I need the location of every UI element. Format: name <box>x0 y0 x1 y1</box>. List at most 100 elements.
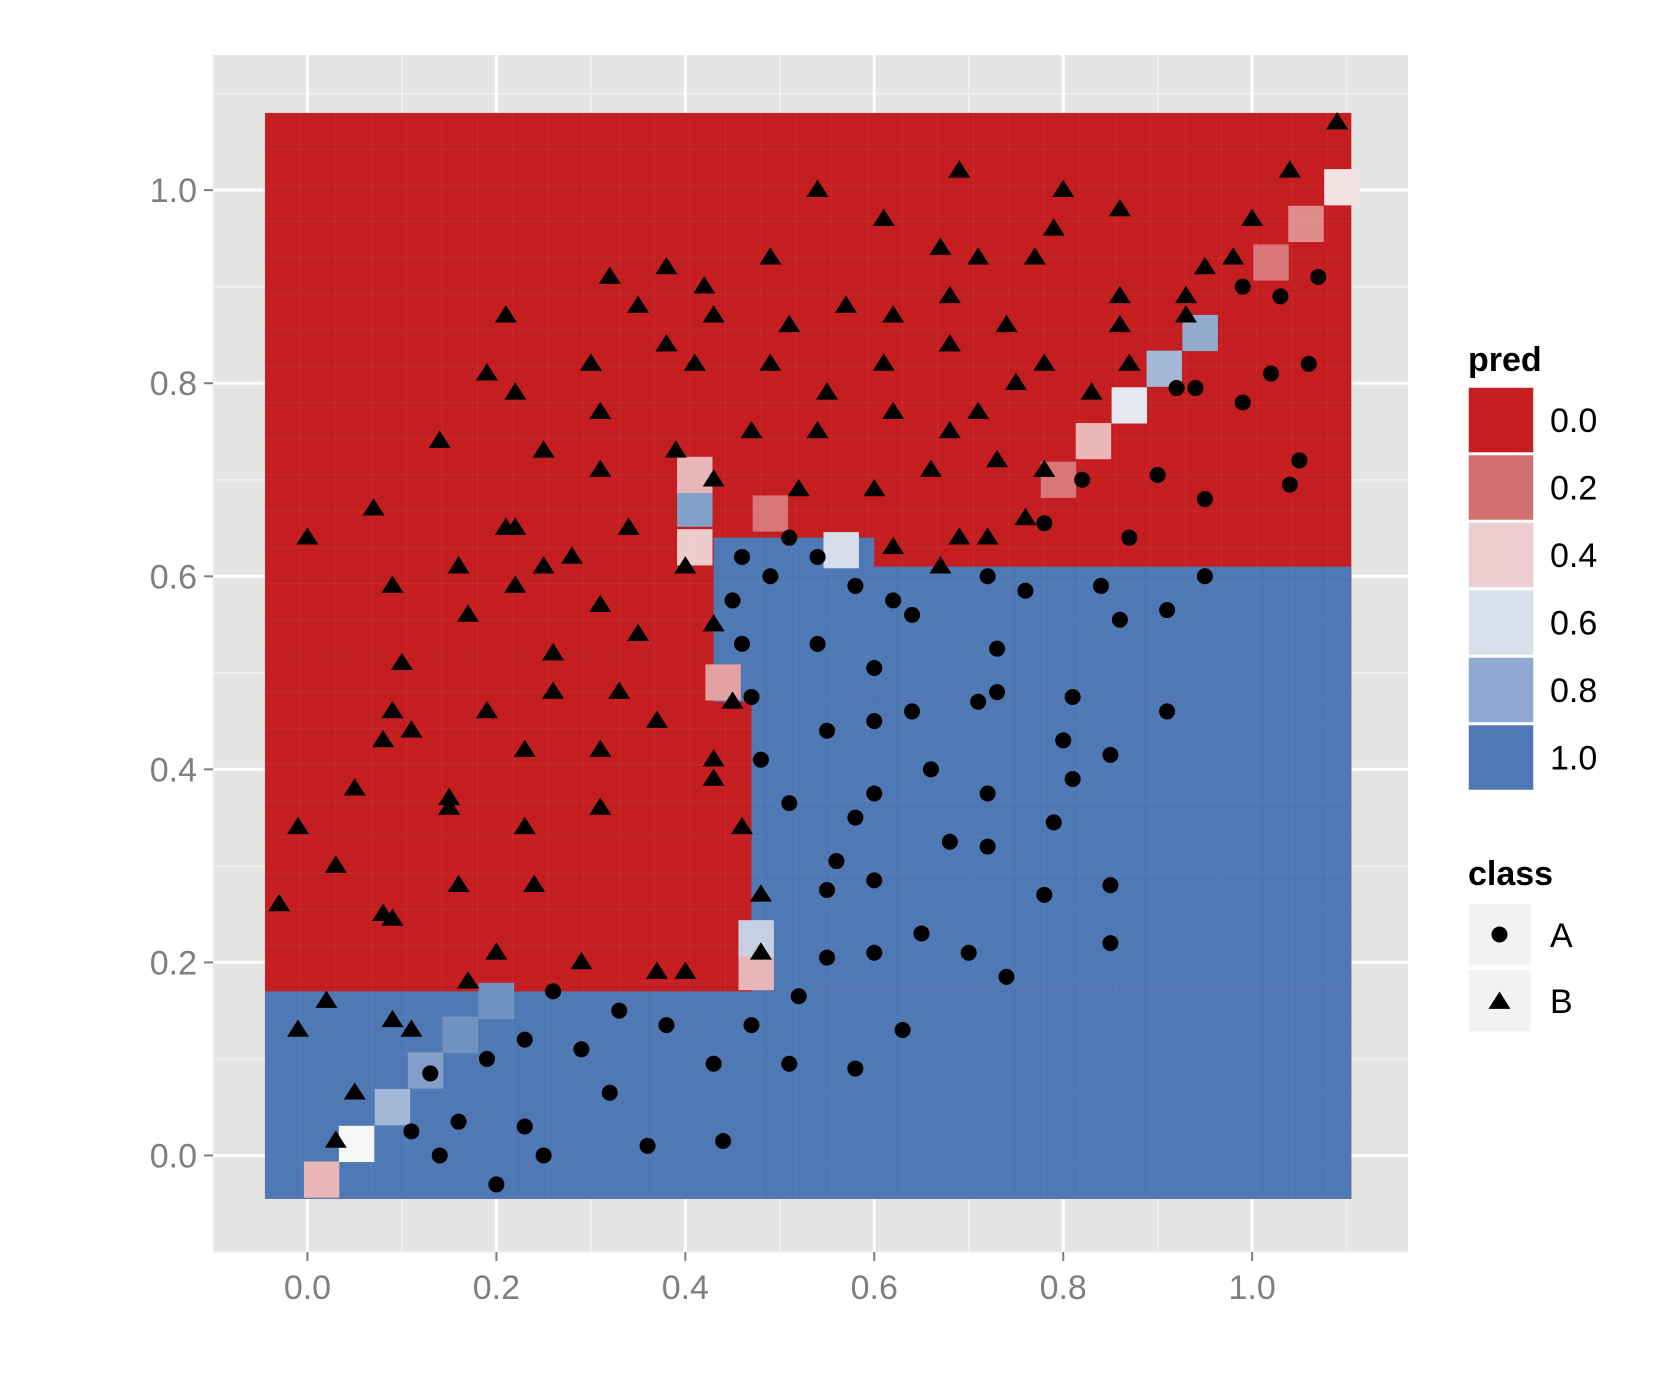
point-class-b <box>948 527 971 545</box>
surface-cell <box>677 490 713 527</box>
point-class-b <box>919 459 942 477</box>
point-class-a <box>1196 568 1213 585</box>
legend-title-pred: pred <box>1468 341 1542 379</box>
point-class-b <box>731 816 754 835</box>
x-tick-label: 0.4 <box>662 1269 709 1307</box>
legend-key-pred <box>1467 453 1535 522</box>
point-class-a <box>734 548 751 565</box>
axes: 0.0 0.2 0.4 0.6 0.8 1.0 0.0 0.2 0.4 0.6 0.8 1.0 <box>150 172 1276 1307</box>
point-class-a <box>1074 471 1091 488</box>
point-class-a <box>979 568 996 585</box>
point-class-b <box>645 710 668 728</box>
point-class-a <box>1102 935 1119 952</box>
point-class-a <box>913 925 930 942</box>
point-class-b <box>362 498 385 516</box>
point-class-b <box>1326 112 1349 130</box>
point-class-a <box>847 577 864 594</box>
surface-cell <box>303 1161 340 1198</box>
point-class-b <box>995 314 1018 333</box>
point-class-b <box>986 449 1009 468</box>
point-class-a <box>516 1031 533 1048</box>
point-class-a <box>1187 380 1204 397</box>
point-class-b <box>513 816 536 835</box>
point-class-a <box>819 722 836 739</box>
point-class-b <box>1033 353 1056 371</box>
point-class-a <box>894 1021 911 1038</box>
point-class-b <box>948 160 971 178</box>
point-class-b <box>513 739 536 757</box>
point-class-a <box>904 703 921 720</box>
point-class-b <box>806 421 829 439</box>
point-class-b <box>863 478 886 497</box>
point-class-b <box>343 778 366 796</box>
point-class-a <box>819 882 836 899</box>
surface-region-high <box>264 991 1352 1199</box>
point-class-b <box>485 942 508 960</box>
point-class-a <box>762 568 779 585</box>
point-class-b <box>1108 314 1131 333</box>
legend-label-class: A <box>1550 917 1573 955</box>
point-class-b <box>816 382 839 400</box>
point-class-b <box>938 285 961 304</box>
y-tick-label: 0.6 <box>150 558 197 596</box>
point-class-b <box>1278 160 1301 178</box>
point-class-b <box>749 884 772 902</box>
point-class-b <box>759 247 782 265</box>
point-class-a <box>431 1147 448 1164</box>
surface-cell-lines <box>264 112 1352 1200</box>
point-class-a <box>809 635 826 652</box>
point-class-b <box>523 874 546 892</box>
point-class-b <box>504 382 527 400</box>
point-class-a <box>847 1060 864 1077</box>
point-class-b <box>674 961 697 979</box>
point-class-b <box>504 575 527 593</box>
point-class-b <box>872 353 895 371</box>
point-class-a <box>828 853 845 870</box>
point-class-a <box>885 592 902 609</box>
surface-cell <box>677 456 713 494</box>
point-class-b <box>315 990 338 1008</box>
point-class-a <box>970 693 987 710</box>
point-class-a <box>734 635 751 652</box>
legend-circle-icon <box>1491 926 1508 943</box>
point-class-a <box>1036 886 1053 903</box>
surface-cell <box>442 1016 479 1053</box>
legend-key-pred <box>1467 656 1535 724</box>
point-class-b <box>749 942 772 960</box>
point-class-a <box>1055 732 1072 749</box>
point-class-a <box>1102 877 1119 894</box>
surface-cell <box>738 953 774 991</box>
surface-region-high <box>874 566 1352 702</box>
point-class-b <box>882 305 905 323</box>
point-class-b <box>702 469 725 487</box>
point-class-a <box>573 1041 590 1058</box>
point-class-a <box>611 1002 628 1019</box>
point-class-a <box>1111 611 1128 628</box>
point-class-b <box>428 430 451 448</box>
point-class-a <box>819 949 836 966</box>
point-class-b <box>287 1019 310 1037</box>
point-class-b <box>938 334 961 352</box>
point-class-b <box>1241 208 1264 226</box>
surface-cell <box>1111 387 1148 424</box>
point-class-a <box>781 529 798 546</box>
point-class-a <box>535 1147 552 1164</box>
point-class-a <box>1196 491 1213 508</box>
x-tick-label: 1.0 <box>1228 1269 1275 1307</box>
surface-cell <box>374 1089 411 1126</box>
y-tick-label: 0.2 <box>150 944 197 982</box>
point-class-b <box>1118 353 1141 371</box>
point-class-b <box>721 691 744 709</box>
point-class-b <box>778 314 801 333</box>
point-class-a <box>989 640 1006 657</box>
point-class-b <box>1193 256 1216 275</box>
x-tick-label: 0.0 <box>284 1269 331 1307</box>
point-class-b <box>542 681 565 699</box>
point-class-b <box>381 575 404 593</box>
point-class-a <box>904 606 921 623</box>
point-class-b <box>475 700 498 719</box>
point-class-a <box>545 983 562 1000</box>
point-class-b <box>1175 285 1198 304</box>
point-class-b <box>400 720 423 738</box>
point-class-b <box>882 536 905 555</box>
